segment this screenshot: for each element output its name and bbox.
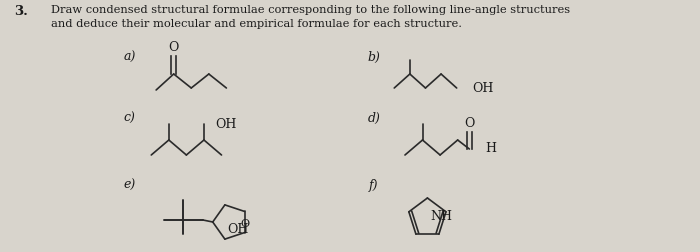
Text: O: O [240, 219, 249, 229]
Text: O: O [464, 117, 475, 130]
Text: 3.: 3. [14, 5, 27, 18]
Text: f): f) [369, 178, 379, 192]
Text: OH: OH [227, 223, 248, 236]
Text: d): d) [368, 111, 380, 124]
Text: O: O [169, 41, 179, 54]
Text: Draw condensed structural formulae corresponding to the following line-angle str: Draw condensed structural formulae corre… [50, 5, 570, 28]
Text: a): a) [124, 50, 136, 64]
Text: H: H [485, 142, 496, 155]
Text: NH: NH [430, 210, 452, 223]
Text: OH: OH [216, 117, 237, 131]
Text: b): b) [368, 50, 380, 64]
Text: OH: OH [473, 81, 494, 94]
Text: c): c) [124, 111, 136, 124]
Text: e): e) [124, 178, 136, 192]
